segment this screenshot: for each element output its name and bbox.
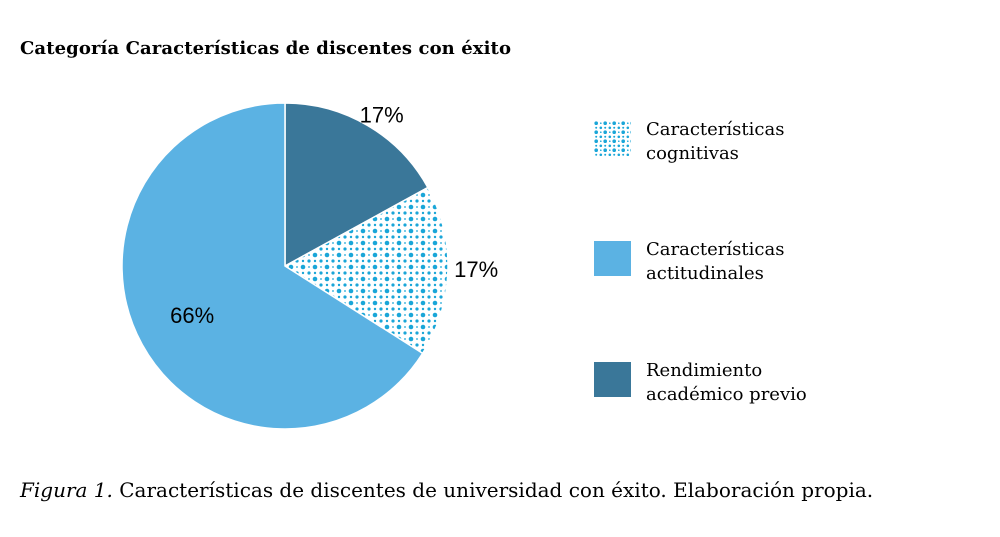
figure-caption: Figura 1. Características de discentes d… — [20, 478, 873, 502]
chart-title: Categoría Características de discentes c… — [20, 38, 512, 59]
legend-swatch-cognitivas — [594, 121, 631, 156]
legend-swatch-actitudinales — [594, 241, 631, 276]
caption-text: Características de discentes de universi… — [112, 478, 874, 502]
legend-label-actitudinales: Características actitudinales — [646, 239, 785, 284]
legend-swatch-rendimiento — [594, 362, 631, 397]
pie-label-2: 17% — [454, 257, 498, 282]
pie-label-3: 66% — [170, 303, 214, 328]
pie-slice-3 — [121, 102, 424, 430]
pie-slice-1 — [284, 102, 429, 268]
legend-label-cognitivas: Características cognitivas — [646, 119, 785, 164]
caption-label: Figura 1. — [20, 478, 113, 502]
pie-slice-2 — [283, 186, 449, 355]
legend-label-rendimiento: Rendimiento académico previo — [646, 360, 807, 405]
pie-label-1: 17% — [360, 103, 404, 128]
